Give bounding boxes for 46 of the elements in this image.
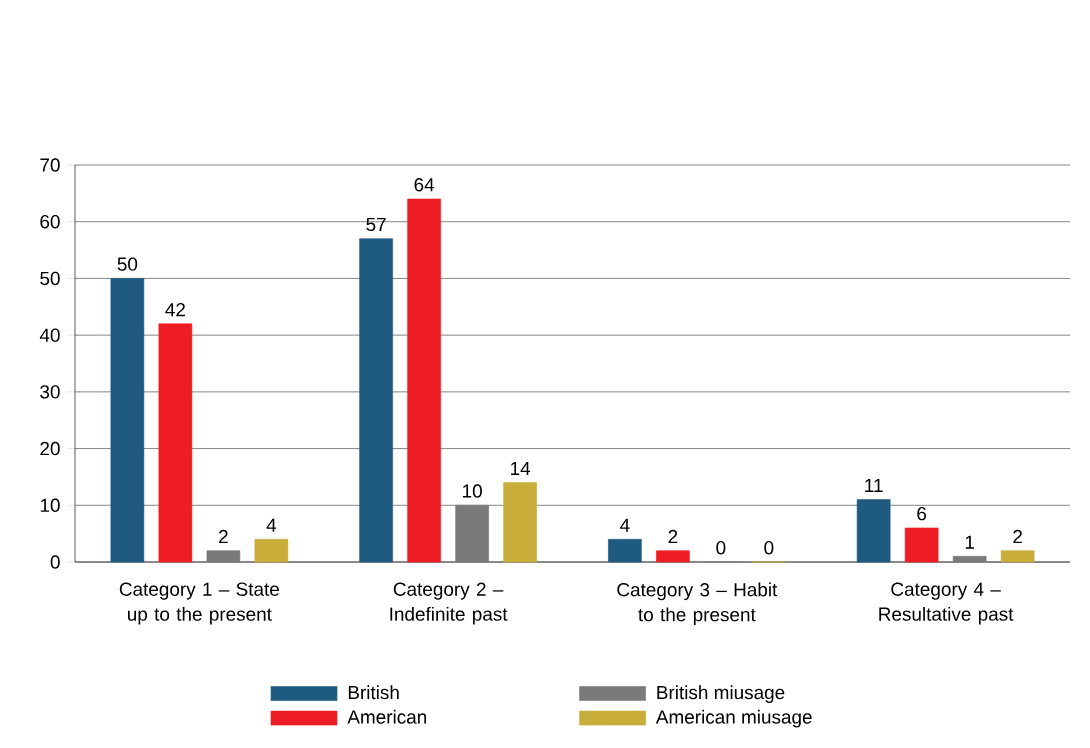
bar	[856, 499, 891, 563]
data-label: 1	[965, 535, 974, 549]
data-label: 2	[219, 529, 228, 544]
data-label: 42	[165, 302, 185, 317]
data-label: 4	[266, 518, 277, 532]
data-label: 57	[366, 217, 386, 232]
y-tick-label: 10	[40, 498, 60, 512]
x-tick-label: Category 1 – State up to the present	[119, 582, 279, 625]
data-label: 2	[1013, 529, 1022, 544]
data-label: 4	[620, 518, 630, 532]
bar	[952, 556, 987, 563]
legend-label: British miusage	[657, 685, 785, 703]
bar	[1000, 550, 1035, 563]
data-label: 64	[414, 178, 435, 192]
bar	[455, 504, 489, 563]
x-tick-label: Category 3 – Habit to the present	[617, 582, 778, 626]
legend-label: American	[347, 709, 427, 724]
x-tick-label: Category 2 – Indefinite past	[390, 582, 508, 625]
y-tick-label: 20	[40, 441, 60, 456]
bar	[206, 550, 241, 563]
data-label: 50	[117, 257, 138, 271]
bar	[254, 539, 289, 563]
data-label: 0	[764, 540, 774, 555]
data-label: 2	[668, 529, 678, 544]
data-label: 11	[865, 478, 883, 493]
bar	[359, 238, 393, 563]
bar	[608, 539, 642, 563]
legend-label: British	[348, 685, 399, 700]
data-label: 14	[511, 461, 531, 475]
y-tick-label: 0	[50, 555, 60, 569]
y-tick-label: 40	[39, 328, 60, 342]
data-label: 6	[917, 506, 927, 521]
bar	[503, 482, 537, 563]
y-tick-label: 70	[40, 158, 60, 172]
x-tick-label: Category 4 – Resultative past	[879, 582, 1014, 625]
y-tick-label: 50	[40, 271, 60, 286]
bar	[904, 527, 939, 563]
bar	[158, 323, 193, 563]
bar	[656, 550, 690, 563]
y-tick-label: 60	[40, 215, 60, 229]
y-tick-label: 30	[40, 385, 60, 399]
bar	[407, 198, 441, 563]
bar	[110, 278, 145, 563]
data-label: 10	[463, 484, 482, 498]
data-label: 0	[716, 540, 726, 555]
legend-label: American miusage	[655, 709, 812, 728]
